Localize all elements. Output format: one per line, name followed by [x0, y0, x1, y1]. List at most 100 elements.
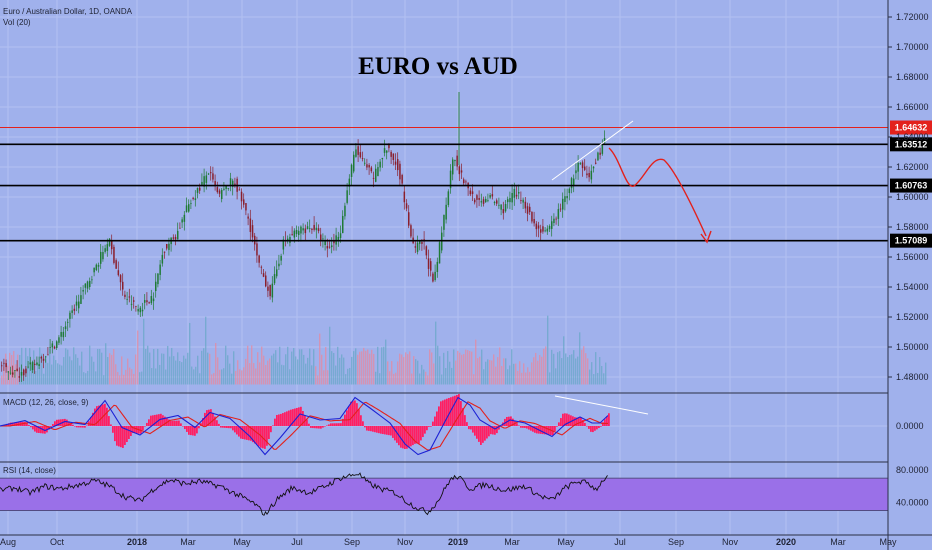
candle-body: [460, 170, 463, 173]
volume-bar: [465, 349, 467, 385]
volume-bar: [473, 374, 475, 385]
volume-bar: [1, 375, 3, 385]
symbol-header[interactable]: Euro / Australian Dollar, 1D, OANDA: [3, 7, 133, 16]
candle-body: [564, 196, 566, 203]
volume-bar: [197, 355, 199, 385]
macd-histogram-bar: [370, 426, 372, 432]
candle-body: [562, 198, 564, 210]
volume-bar: [285, 354, 287, 385]
x-tick-label: Nov: [397, 537, 414, 547]
macd-histogram-bar: [348, 406, 350, 426]
candle-body: [249, 218, 252, 232]
volume-bar: [63, 357, 65, 385]
drawings: [551, 120, 712, 244]
candle-body: [124, 294, 126, 297]
macd-histogram-bar: [462, 408, 464, 426]
candle-body: [86, 281, 89, 289]
volume-bar: [39, 347, 41, 385]
candle-body: [214, 181, 216, 187]
volume-bar: [195, 366, 197, 385]
volume-bar: [429, 349, 431, 385]
candle-body: [339, 233, 342, 238]
candle-body: [128, 296, 131, 298]
candle-body: [377, 167, 379, 177]
candle-body: [62, 331, 65, 338]
macd-histogram-bar: [74, 426, 76, 427]
candle-body: [458, 166, 461, 175]
macd-header[interactable]: MACD (12, 26, close, 9): [3, 398, 89, 407]
rsi-header[interactable]: RSI (14, close): [3, 466, 56, 475]
candle-body: [25, 368, 27, 374]
macd-histogram-bar: [38, 426, 40, 433]
volume-bar: [605, 362, 607, 385]
macd-histogram-bar: [284, 412, 286, 426]
volume-bar: [247, 345, 249, 385]
volume-bar: [105, 343, 107, 385]
candle-body: [474, 199, 476, 203]
macd-histogram-bar: [120, 426, 122, 448]
y-tick-label: 1.60000: [896, 192, 929, 202]
x-tick-label: Oct: [50, 537, 65, 547]
macd-histogram-bar: [588, 426, 590, 429]
volume-bar: [297, 359, 299, 385]
macd-histogram-bar: [112, 426, 114, 433]
candle-body: [27, 366, 29, 368]
candle-body: [447, 191, 450, 206]
macd-histogram-bar: [530, 426, 532, 431]
volume-header[interactable]: Vol (20): [3, 18, 31, 27]
candle-body: [221, 189, 223, 200]
volume-bar: [271, 355, 273, 385]
volume-bar: [317, 375, 319, 385]
candle-body: [500, 204, 502, 210]
macd-histogram-bar: [472, 426, 474, 433]
macd-histogram-bar: [196, 426, 198, 434]
candle-body: [218, 190, 221, 194]
volume-bar: [291, 351, 293, 385]
candle-body: [557, 209, 560, 219]
macd-histogram-bar: [326, 425, 328, 426]
candle-body: [537, 225, 540, 229]
volume-bar: [83, 372, 85, 385]
candle-body: [150, 296, 153, 304]
volume-bar: [319, 333, 321, 385]
candle-body: [295, 230, 298, 235]
candle-body: [469, 190, 472, 195]
x-tick-label: Jul: [614, 537, 626, 547]
y-tick-label: 1.70000: [896, 42, 929, 52]
macd-histogram-bar: [544, 426, 546, 435]
volume-bar: [359, 351, 361, 385]
macd-histogram-bar: [146, 422, 148, 426]
volume-bar: [29, 348, 31, 385]
candle-body: [106, 244, 109, 251]
candle-body: [177, 230, 179, 240]
macd-histogram-bar: [508, 416, 510, 426]
macd-histogram-bar: [498, 426, 500, 430]
candle-body: [480, 201, 483, 203]
volume-bar: [497, 357, 499, 385]
volume-bar: [495, 366, 497, 385]
volume-bar: [123, 374, 125, 385]
volume-bar: [457, 350, 459, 385]
macd-histogram-bar: [154, 414, 156, 426]
candle-body: [1, 365, 3, 367]
candle-body: [491, 194, 494, 197]
candle-body: [328, 246, 331, 248]
macd-histogram-bar: [440, 401, 442, 426]
macd-histogram-bar: [478, 426, 480, 442]
candle-body: [366, 164, 368, 168]
macd-histogram-bar: [390, 426, 392, 436]
candle-body: [269, 284, 271, 297]
macd-histogram-bar: [386, 426, 388, 435]
macd-histogram-bar: [408, 426, 410, 448]
volume-bar: [557, 352, 559, 385]
macd-histogram-bar: [496, 426, 498, 434]
volume-bar: [589, 369, 591, 385]
macd-histogram-bar: [418, 426, 420, 444]
candle-body: [190, 203, 192, 205]
volume-bar: [163, 353, 165, 385]
macd-histogram-bar: [396, 426, 398, 443]
candle-body: [256, 243, 258, 256]
macd-histogram-bar: [518, 425, 520, 426]
macd-histogram-bar: [494, 426, 496, 435]
macd-histogram-bar: [276, 414, 278, 426]
